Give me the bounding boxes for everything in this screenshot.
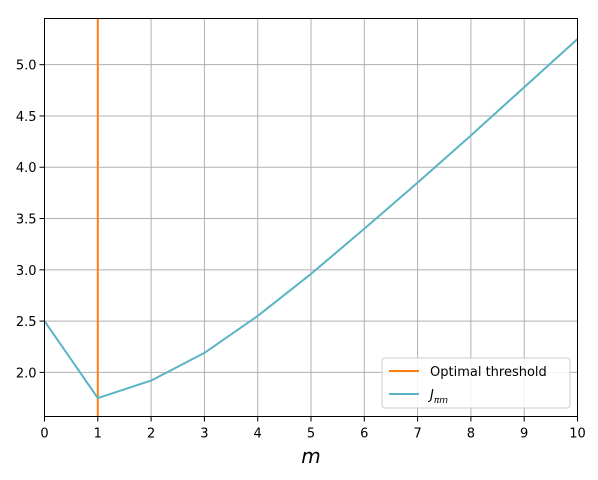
legend-label-optimal-threshold: Optimal threshold — [430, 365, 547, 380]
x-tick-label: 3 — [200, 427, 208, 442]
x-tick-label: 5 — [307, 427, 315, 442]
x-tick-label: 1 — [94, 427, 102, 442]
y-tick-label: 2.0 — [16, 366, 37, 381]
y-tick-label: 4.0 — [16, 161, 37, 176]
y-tick-label: 3.0 — [16, 264, 37, 279]
legend-label-j-pi-m: Jπm — [427, 388, 448, 406]
x-tick-label: 9 — [520, 427, 528, 442]
legend-label-subscript: πm — [434, 396, 448, 406]
legend-box — [381, 357, 571, 409]
x-tick-label: 4 — [254, 427, 262, 442]
y-tick-label: 3.5 — [16, 213, 37, 228]
legend-label-j: J — [427, 388, 434, 403]
plot-frame — [44, 18, 578, 417]
x-tick-label: 7 — [413, 427, 421, 442]
y-tick-label: 2.5 — [16, 315, 37, 330]
x-tick-label: 2 — [147, 427, 155, 442]
x-axis-label: m — [301, 444, 320, 468]
x-tick-label: 6 — [360, 427, 368, 442]
y-tick-label: 4.5 — [16, 110, 37, 125]
grid — [44, 18, 578, 417]
x-tick-label: 8 — [467, 427, 475, 442]
y-ticks: 2.0 2.5 3.0 3.5 4.0 4.5 5.0 — [16, 59, 45, 381]
legend: Optimal threshold Jπm — [381, 357, 571, 409]
x-ticks: 0 1 2 3 4 5 6 7 8 9 10 — [40, 416, 586, 442]
x-tick-label: 0 — [40, 427, 48, 442]
y-tick-label: 5.0 — [16, 59, 37, 74]
x-tick-label: 10 — [569, 427, 586, 442]
